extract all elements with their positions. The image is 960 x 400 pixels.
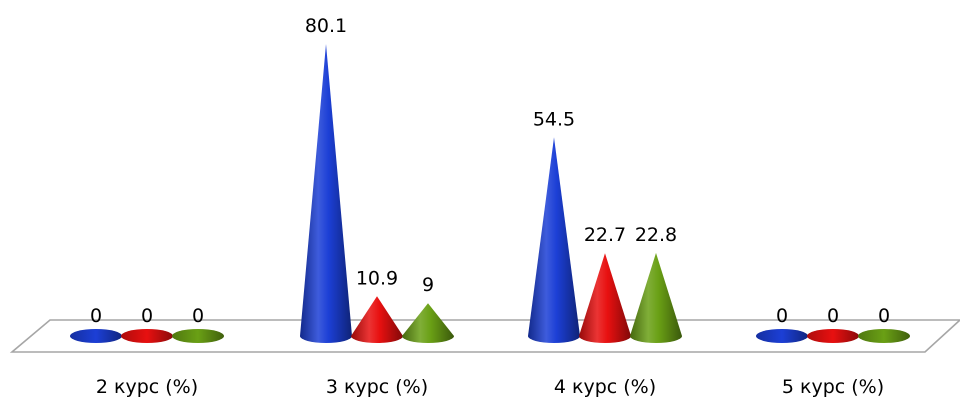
disc-s3-1 (172, 329, 224, 343)
cone-s2-3 (579, 253, 631, 343)
disc-s1-4 (756, 329, 808, 343)
chart-marks (70, 44, 910, 343)
category-label-2: 3 курс (%) (326, 376, 428, 398)
data-label-s2-3: 22.7 (584, 224, 626, 246)
data-label-s1-4: 0 (776, 305, 788, 327)
data-label-s1-1: 0 (90, 305, 102, 327)
category-axis: 2 курс (%) 3 курс (%) 4 курс (%) 5 курс (%) (96, 376, 884, 398)
data-label-s2-4: 0 (827, 305, 839, 327)
data-label-s3-1: 0 (192, 305, 204, 327)
disc-s2-4 (807, 329, 859, 343)
category-label-3: 4 курс (%) (554, 376, 656, 398)
disc-s1-1 (70, 329, 122, 343)
data-label-s3-2: 9 (422, 274, 434, 296)
cone-s1-3 (528, 137, 580, 343)
category-label-4: 5 курс (%) (782, 376, 884, 398)
cone-s1-2 (300, 44, 352, 343)
data-label-s1-2: 80.1 (305, 15, 347, 37)
data-label-s3-3: 22.8 (635, 224, 677, 246)
data-label-s3-4: 0 (878, 305, 890, 327)
disc-s2-1 (121, 329, 173, 343)
data-label-s2-1: 0 (141, 305, 153, 327)
data-label-s1-3: 54.5 (533, 108, 575, 130)
data-labels: 0 0 0 80.1 10.9 9 54.5 22.7 22.8 0 0 0 (90, 15, 890, 327)
category-label-1: 2 курс (%) (96, 376, 198, 398)
data-label-s2-2: 10.9 (356, 267, 398, 289)
disc-s3-4 (858, 329, 910, 343)
cone-s3-3 (630, 253, 682, 343)
